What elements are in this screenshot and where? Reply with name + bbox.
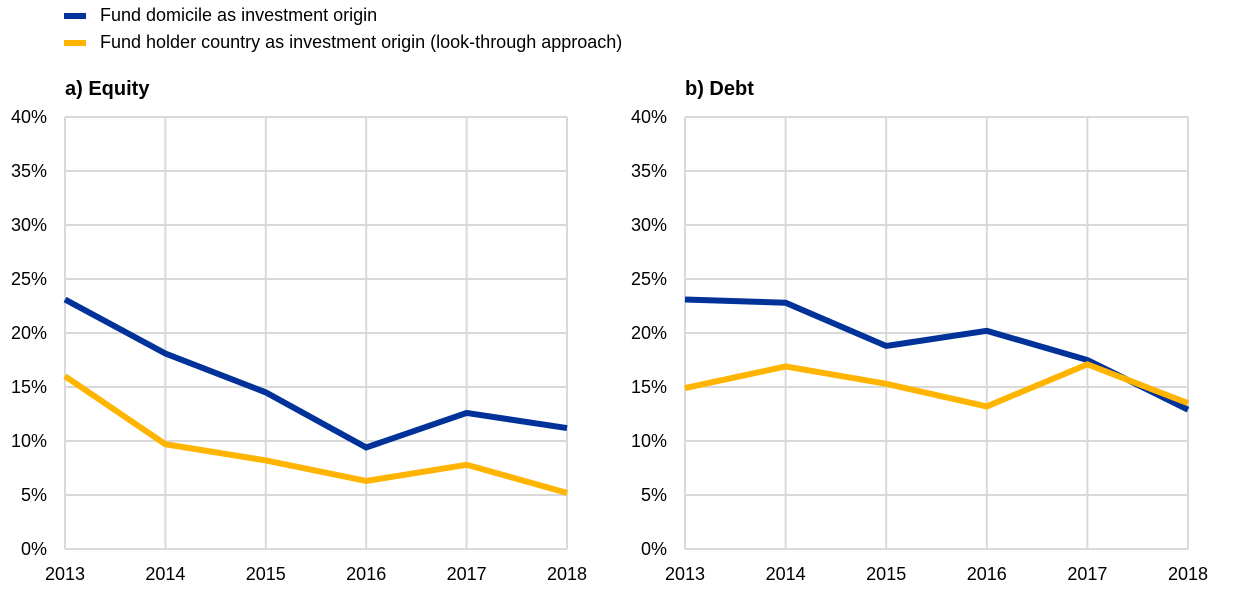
x-tick-label: 2018 bbox=[1168, 564, 1208, 584]
debt-chart-title: b) Debt bbox=[685, 78, 754, 100]
x-tick-label: 2017 bbox=[447, 564, 487, 584]
y-tick-label: 25% bbox=[631, 269, 667, 289]
legend-item-fund-holder: Fund holder country as investment origin… bbox=[64, 29, 622, 56]
y-tick-label: 30% bbox=[631, 215, 667, 235]
y-tick-label: 35% bbox=[631, 161, 667, 181]
y-tick-label: 10% bbox=[631, 431, 667, 451]
x-tick-label: 2013 bbox=[45, 564, 85, 584]
series-line-fund-holder bbox=[63, 373, 568, 496]
equity-chart-title: a) Equity bbox=[65, 78, 150, 100]
y-tick-label: 0% bbox=[21, 539, 47, 559]
equity-chart: a) Equity 0% 5% 10% 15% 20% 25% 30% 35% 40% 2013 2… bbox=[11, 78, 587, 584]
chart-legend: Fund domicile as investment origin Fund … bbox=[64, 2, 622, 56]
y-tick-label: 5% bbox=[21, 485, 47, 505]
x-tick-label: 2017 bbox=[1067, 564, 1107, 584]
grid bbox=[64, 116, 568, 550]
y-tick-label: 10% bbox=[11, 431, 47, 451]
y-tick-label: 0% bbox=[641, 539, 667, 559]
y-tick-label: 25% bbox=[11, 269, 47, 289]
y-tick-label: 35% bbox=[11, 161, 47, 181]
x-tick-label: 2014 bbox=[145, 564, 185, 584]
y-tick-label: 15% bbox=[11, 377, 47, 397]
y-tick-label: 20% bbox=[11, 323, 47, 343]
x-tick-label: 2015 bbox=[866, 564, 906, 584]
x-tick-label: 2013 bbox=[665, 564, 705, 584]
grid bbox=[684, 116, 1189, 550]
y-tick-label: 30% bbox=[11, 215, 47, 235]
debt-chart: b) Debt 0% 5% 10% 15% 20% 25% 30% 35% 40% 2013 201… bbox=[631, 78, 1208, 584]
x-tick-label: 2016 bbox=[346, 564, 386, 584]
legend-swatch-yellow bbox=[64, 39, 86, 46]
x-tick-label: 2014 bbox=[766, 564, 806, 584]
y-tick-label: 40% bbox=[631, 107, 667, 127]
series-line-fund-holder bbox=[684, 361, 1190, 410]
legend-label: Fund holder country as investment origin… bbox=[100, 32, 623, 52]
y-tick-label: 40% bbox=[11, 107, 47, 127]
x-tick-label: 2016 bbox=[967, 564, 1007, 584]
legend-item-fund-domicile: Fund domicile as investment origin bbox=[64, 2, 622, 29]
series-line-fund-domicile bbox=[63, 296, 568, 451]
x-tick-label: 2018 bbox=[547, 564, 587, 584]
legend-swatch-blue bbox=[64, 12, 86, 19]
y-tick-label: 20% bbox=[631, 323, 667, 343]
x-tick-label: 2015 bbox=[246, 564, 286, 584]
legend-label: Fund domicile as investment origin bbox=[100, 5, 378, 25]
y-tick-label: 5% bbox=[641, 485, 667, 505]
y-tick-label: 15% bbox=[631, 377, 667, 397]
